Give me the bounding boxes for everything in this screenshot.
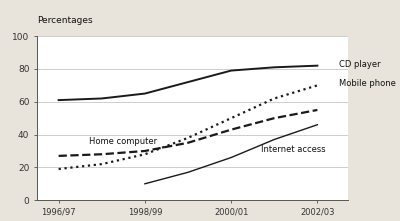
Text: Internet access: Internet access <box>261 145 326 154</box>
Text: CD player: CD player <box>339 59 380 69</box>
Text: Percentages: Percentages <box>37 16 93 25</box>
Text: Mobile phone: Mobile phone <box>339 79 396 88</box>
Text: Home computer: Home computer <box>89 137 157 146</box>
